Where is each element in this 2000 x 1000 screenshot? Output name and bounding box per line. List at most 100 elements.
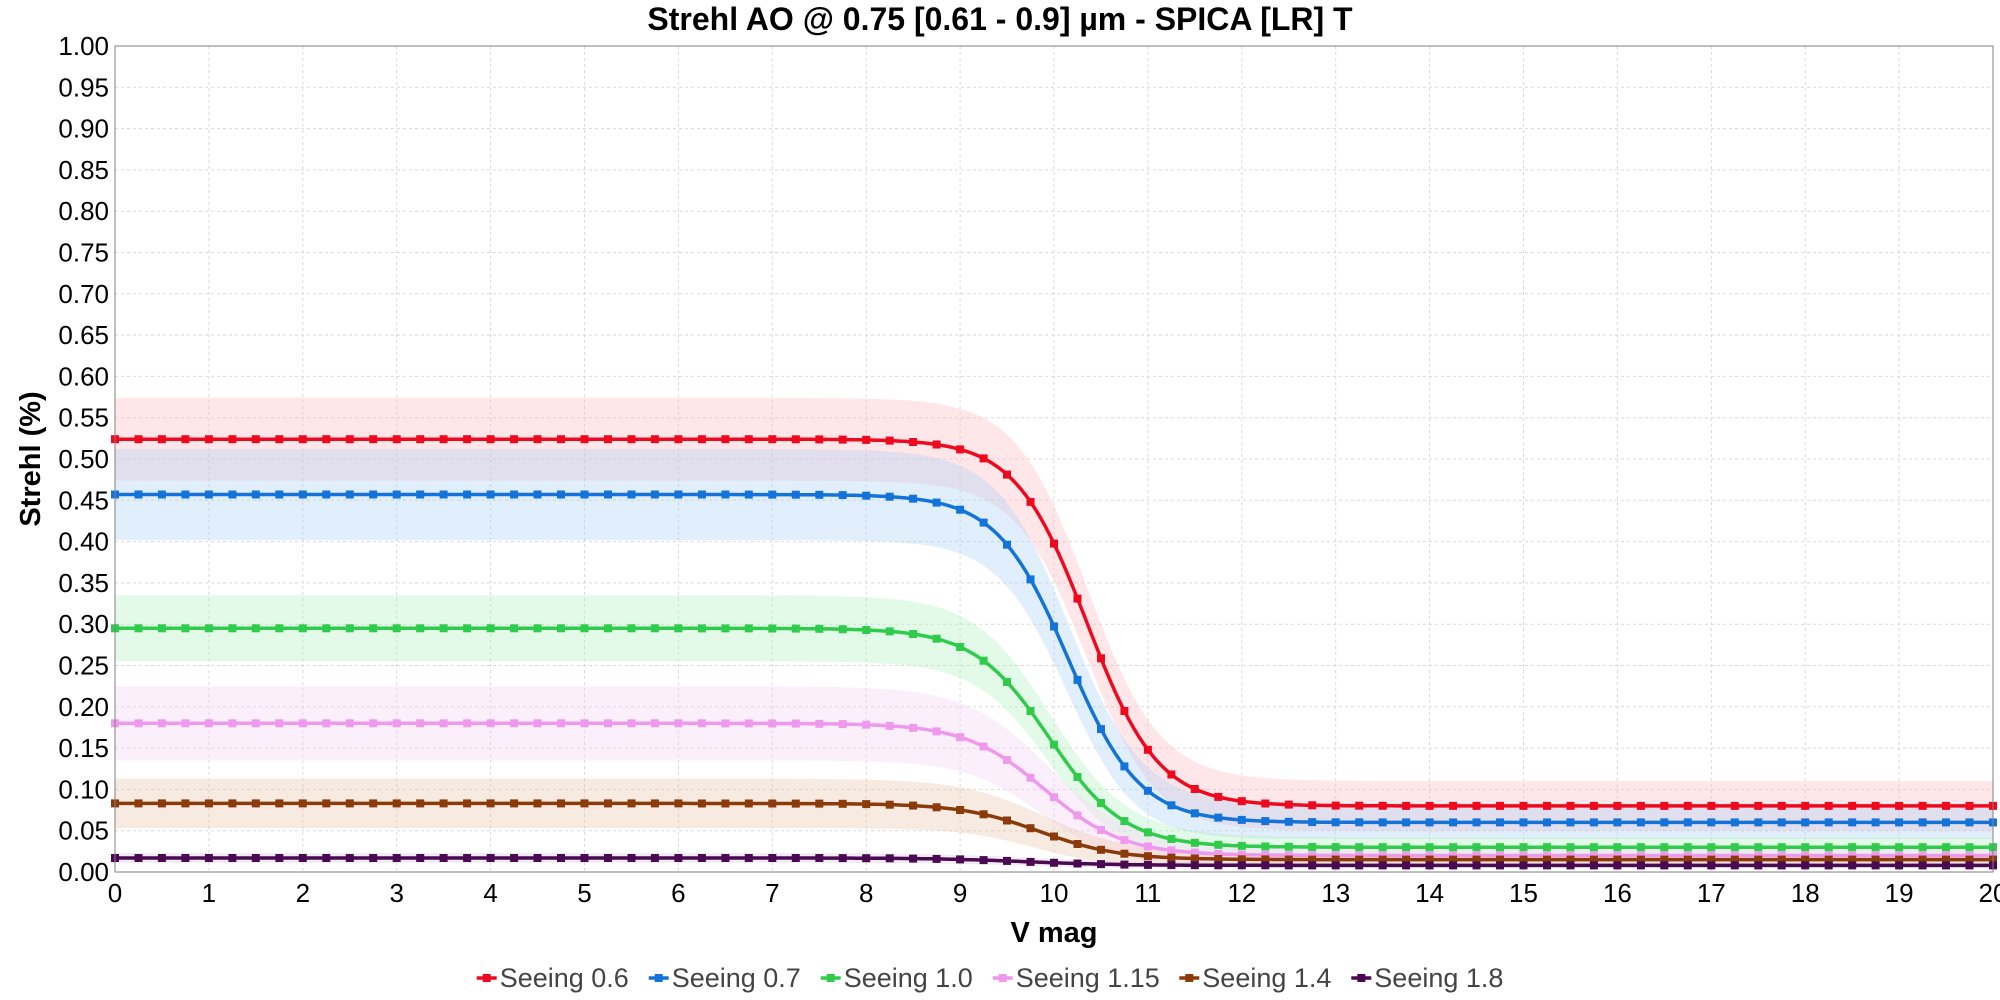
data-point: [979, 856, 988, 865]
data-point: [275, 624, 284, 633]
data-point: [885, 436, 894, 445]
data-point: [1003, 756, 1011, 765]
data-point: [1636, 851, 1645, 860]
data-point: [298, 435, 307, 444]
data-point: [1190, 785, 1199, 793]
data-point: [1895, 801, 1904, 810]
data-point: [1449, 861, 1458, 870]
data-point: [134, 799, 143, 808]
data-point: [674, 435, 683, 444]
data-point: [932, 854, 941, 863]
data-point: [1143, 786, 1152, 795]
data-point: [838, 435, 847, 444]
data-point: [1237, 797, 1246, 806]
data-point: [862, 626, 871, 634]
data-point: [134, 854, 143, 862]
data-point: [134, 490, 143, 499]
data-point: [1097, 654, 1105, 663]
data-point: [1965, 843, 1974, 852]
data-point: [909, 630, 918, 638]
data-point: [1730, 801, 1739, 810]
data-point: [1566, 851, 1575, 860]
data-point: [627, 719, 636, 728]
data-point: [1801, 861, 1810, 870]
data-point: [1050, 858, 1058, 867]
data-point: [744, 719, 753, 728]
data-point: [1143, 842, 1152, 851]
data-point: [1378, 801, 1387, 810]
data-point: [1472, 861, 1481, 870]
y-tick-label: 0.15: [58, 733, 109, 763]
data-point: [650, 799, 659, 808]
x-tick-label: 4: [483, 878, 497, 908]
legend-item[interactable]: Seeing 1.8: [1351, 963, 1503, 993]
data-point: [1355, 818, 1364, 827]
legend-item[interactable]: Seeing 0.6: [476, 963, 629, 993]
data-point: [979, 656, 988, 665]
data-point: [533, 854, 542, 862]
data-point: [956, 505, 965, 514]
data-point: [1566, 843, 1575, 852]
legend-item[interactable]: Seeing 1.0: [820, 963, 973, 993]
data-point: [697, 854, 706, 862]
data-point: [1003, 678, 1011, 686]
data-point: [838, 854, 847, 863]
data-point: [1942, 855, 1950, 864]
data-point: [1660, 801, 1669, 810]
data-point: [275, 490, 284, 499]
data-point: [486, 624, 495, 633]
data-point: [1073, 675, 1082, 684]
data-point: [345, 490, 354, 499]
legend-item[interactable]: Seeing 1.15: [992, 963, 1160, 993]
x-tick-label: 12: [1227, 878, 1256, 908]
data-point: [1402, 855, 1411, 864]
data-point: [1707, 861, 1716, 870]
data-point: [1214, 813, 1223, 822]
data-point: [1801, 843, 1810, 852]
data-point: [838, 491, 847, 500]
data-point: [1496, 818, 1504, 827]
series-points: [111, 435, 1997, 870]
data-point: [1871, 801, 1880, 810]
data-point: [1566, 818, 1575, 827]
data-point: [697, 490, 706, 499]
data-point: [345, 435, 354, 444]
y-tick-label: 0.05: [58, 816, 109, 846]
data-point: [956, 806, 965, 814]
data-point: [1425, 818, 1434, 827]
data-point: [697, 719, 706, 728]
data-point: [697, 624, 706, 633]
data-point: [650, 435, 659, 444]
legend-item[interactable]: Seeing 1.4: [1179, 963, 1331, 993]
data-point: [510, 854, 519, 862]
data-point: [1308, 801, 1317, 810]
data-point: [1472, 855, 1481, 864]
data-point: [1918, 851, 1927, 860]
data-point: [1190, 854, 1199, 863]
data-point: [298, 719, 307, 728]
data-point: [251, 435, 260, 444]
legend-item[interactable]: Seeing 0.7: [648, 963, 801, 993]
data-point: [1308, 861, 1317, 870]
data-point: [1097, 860, 1105, 869]
data-point: [322, 854, 331, 862]
data-point: [1261, 855, 1270, 864]
data-point: [486, 719, 495, 728]
data-point: [392, 624, 401, 633]
data-point: [1777, 851, 1786, 860]
data-point: [1895, 843, 1904, 852]
data-point: [392, 435, 401, 444]
x-tick-label: 7: [765, 878, 779, 908]
data-point: [1636, 818, 1645, 827]
data-point: [885, 800, 894, 809]
legend-label: Seeing 1.8: [1374, 963, 1503, 993]
data-point: [1190, 848, 1199, 857]
legend-swatch-marker: [998, 974, 1007, 982]
data-point: [650, 719, 659, 728]
data-point: [1777, 855, 1786, 864]
data-point: [791, 435, 800, 444]
data-point: [838, 625, 847, 634]
data-point: [1660, 855, 1669, 864]
data-point: [1683, 861, 1692, 870]
data-point: [674, 719, 683, 728]
